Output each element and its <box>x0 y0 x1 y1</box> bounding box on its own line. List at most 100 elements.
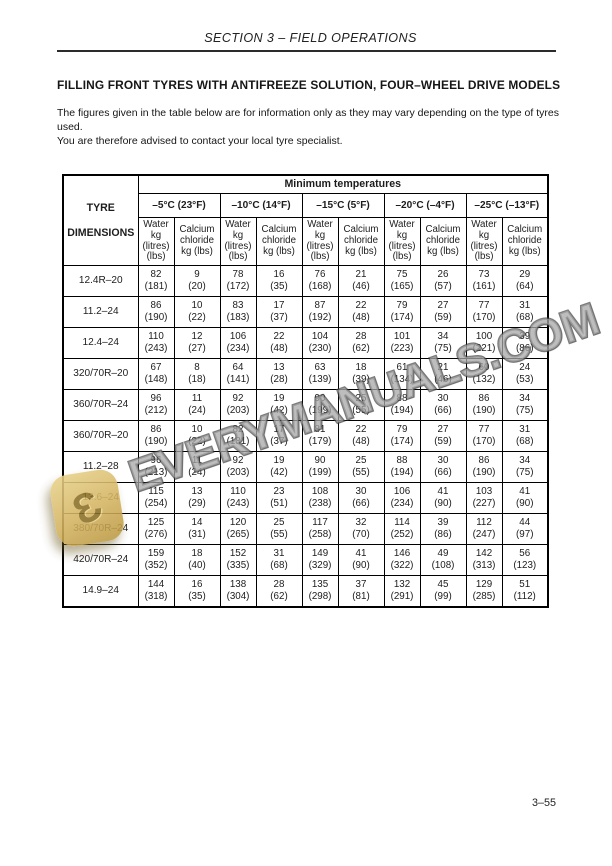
value-lbs: (172) <box>226 281 250 292</box>
table-cell: 10 (22) <box>173 420 221 452</box>
tyre-dimensions-label: TYRE <box>86 201 115 214</box>
table-cell: 13 (29) <box>173 482 221 514</box>
table-cell: 32 (70) <box>337 513 385 545</box>
value-kg: 82 <box>150 269 162 281</box>
header-rule <box>57 50 556 52</box>
antifreeze-table: TYRE DIMENSIONS Minimum temperatures –5°C (… <box>62 174 549 608</box>
table-cell: 142 (313) <box>465 544 503 576</box>
table-cell: 88 (194) <box>383 451 421 483</box>
value-kg: 106 <box>393 486 411 498</box>
water-subheader: Water kg (litres) (lbs) <box>465 217 503 266</box>
table-cell: 77 (170) <box>465 296 503 328</box>
value-lbs: (194) <box>390 467 414 478</box>
table-cell: 30 (66) <box>337 482 385 514</box>
table-cell: 117 (258) <box>301 513 339 545</box>
table-cell: 75 (165) <box>383 265 421 297</box>
antifreeze-table-wrap: TYRE DIMENSIONS Minimum temperatures –5°C (… <box>62 174 549 608</box>
table-cell: 78 (172) <box>219 265 257 297</box>
table-cell: 90 (199) <box>301 389 339 421</box>
table-cell: 87 (192) <box>301 296 339 328</box>
table-row: 12.4R–20 82 (181) 9 (20) 78 (172) 16 (35) 76 (168)… <box>62 265 549 297</box>
tyre-dimension-cell: 13.6–24 <box>62 482 139 514</box>
value-lbs: (90) <box>352 560 370 571</box>
tyre-dimension-cell: 360/70R–20 <box>62 420 139 452</box>
table-cell: 106 (234) <box>383 482 421 514</box>
value-lbs: (258) <box>308 529 332 540</box>
calcium-chloride-subheader: Calcium chloride kg (lbs) <box>337 217 385 266</box>
table-cell: 30 (66) <box>419 451 467 483</box>
value-lbs: (55) <box>352 405 370 416</box>
value-kg: 30 <box>437 455 449 467</box>
value-kg: 81 <box>314 424 326 436</box>
value-kg: 67 <box>150 362 162 374</box>
value-lbs: (62) <box>352 343 370 354</box>
value-kg: 142 <box>475 548 493 560</box>
value-lbs: (75) <box>516 467 534 478</box>
table-cell: 101 (223) <box>383 327 421 359</box>
value-lbs: (51) <box>270 498 288 509</box>
value-kg: 120 <box>229 517 247 529</box>
table-cell: 79 (174) <box>383 296 421 328</box>
table-cell: 23 (51) <box>255 482 303 514</box>
table-row: 12.4–24 110 (243) 12 (27) 106 (234) 22 (48) 104 (2… <box>62 327 549 359</box>
value-lbs: (227) <box>472 498 496 509</box>
value-kg: 90 <box>314 393 326 405</box>
value-kg: 108 <box>311 486 329 498</box>
value-lbs: (28) <box>270 374 288 385</box>
value-kg: 90 <box>314 455 326 467</box>
value-kg: 12 <box>191 331 203 343</box>
section-header: SECTION 3 – FIELD OPERATIONS <box>204 31 417 45</box>
value-lbs: (291) <box>390 591 414 602</box>
value-kg: 75 <box>396 269 408 281</box>
table-cell: 24 (53) <box>501 358 549 390</box>
value-lbs: (329) <box>308 560 332 571</box>
value-lbs: (68) <box>516 436 534 447</box>
value-kg: 44 <box>519 517 531 529</box>
value-lbs: (66) <box>352 498 370 509</box>
table-cell: 152 (335) <box>219 544 257 576</box>
value-lbs: (276) <box>144 529 168 540</box>
table-row: 14.9–24 144 (318) 16 (35) 138 (304) 28 (62) 135 (2… <box>62 575 549 608</box>
table-cell: 64 (141) <box>219 358 257 390</box>
value-kg: 39 <box>519 331 531 343</box>
value-kg: 63 <box>314 362 326 374</box>
table-cell: 76 (168) <box>301 265 339 297</box>
value-lbs: (48) <box>352 436 370 447</box>
value-lbs: (181) <box>144 281 168 292</box>
value-lbs: (37) <box>270 436 288 447</box>
table-cell: 34 (75) <box>501 451 549 483</box>
value-kg: 13 <box>273 362 285 374</box>
value-lbs: (174) <box>390 312 414 323</box>
value-lbs: (221) <box>472 343 496 354</box>
table-cell: 104 (230) <box>301 327 339 359</box>
value-lbs: (48) <box>270 343 288 354</box>
table-cell: 26 (57) <box>419 265 467 297</box>
table-cell: 81 (179) <box>301 420 339 452</box>
table-cell: 25 (55) <box>337 389 385 421</box>
water-subheader: Water kg (litres) (lbs) <box>219 217 257 266</box>
value-kg: 26 <box>437 269 449 281</box>
table-cell: 31 (68) <box>501 420 549 452</box>
table-cell: 138 (304) <box>219 575 257 608</box>
value-lbs: (62) <box>270 591 288 602</box>
table-cell: 86 (190) <box>137 296 175 328</box>
value-kg: 78 <box>232 269 244 281</box>
value-lbs: (112) <box>513 591 536 602</box>
minimum-temperatures-header: Minimum temperatures <box>137 174 549 194</box>
value-kg: 96 <box>150 393 162 405</box>
value-lbs: (134) <box>390 374 414 385</box>
value-kg: 25 <box>355 393 367 405</box>
value-kg: 19 <box>273 393 285 405</box>
value-lbs: (68) <box>270 560 288 571</box>
table-cell: 13 (28) <box>255 358 303 390</box>
value-lbs: (285) <box>472 591 496 602</box>
value-lbs: (190) <box>144 436 168 447</box>
table-row: 320/70R–20 67 (148) 8 (18) 64 (141) 13 (28) 63 (13… <box>62 358 549 390</box>
value-lbs: (57) <box>434 281 452 292</box>
value-kg: 39 <box>437 517 449 529</box>
table-cell: 25 (55) <box>337 451 385 483</box>
value-kg: 64 <box>232 362 244 374</box>
water-subheader: Water kg (litres) (lbs) <box>137 217 175 266</box>
value-kg: 129 <box>475 579 493 591</box>
table-cell: 14 (31) <box>173 513 221 545</box>
